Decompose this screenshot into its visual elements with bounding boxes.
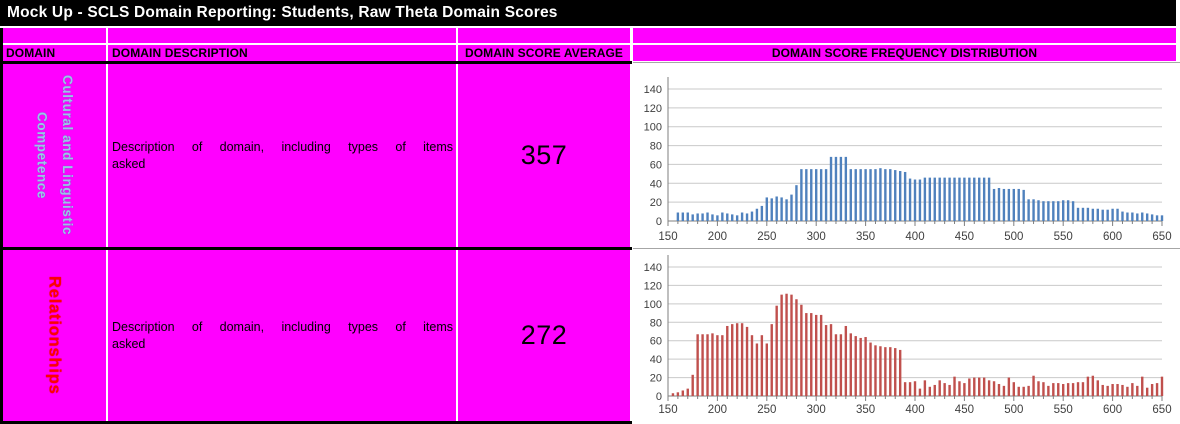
table-row-2-domain-cell: Relationships bbox=[3, 250, 106, 421]
column-header-average: DOMAIN SCORE AVERAGE bbox=[458, 45, 630, 61]
svg-text:450: 450 bbox=[955, 404, 974, 416]
header-bottom-border bbox=[0, 61, 632, 64]
svg-text:200: 200 bbox=[708, 231, 727, 243]
spacer-cell-average bbox=[458, 28, 630, 43]
domain-label-cultural-linguistic-competence: Cultural and Linguistic Competence bbox=[34, 75, 76, 236]
spacer-cell-distribution bbox=[633, 28, 1176, 43]
svg-text:80: 80 bbox=[650, 317, 662, 329]
svg-text:150: 150 bbox=[658, 404, 677, 416]
svg-text:100: 100 bbox=[644, 122, 662, 134]
svg-text:140: 140 bbox=[644, 84, 662, 96]
svg-text:150: 150 bbox=[658, 231, 677, 243]
frequency-histogram-row1: 0 20 40 60 80 100 120 140 150 200 250 300 350 400 450 5… bbox=[644, 77, 1172, 243]
svg-text:600: 600 bbox=[1103, 231, 1122, 243]
svg-text:250: 250 bbox=[757, 231, 776, 243]
domain-score-average-value: 272 bbox=[520, 320, 568, 350]
table-row-1-distribution-cell: 0 20 40 60 80 100 120 140 150 200 250 300 350 400 450 5… bbox=[633, 64, 1180, 247]
svg-text:400: 400 bbox=[905, 404, 924, 416]
table-row-2-description-cell: Description of domain, including types o… bbox=[108, 250, 456, 421]
svg-text:0: 0 bbox=[656, 216, 662, 228]
svg-text:200: 200 bbox=[708, 404, 727, 416]
table-row-2-distribution-cell: 0 20 40 60 80 100 120 140 150 200 250 300 350 400 450 5… bbox=[633, 250, 1180, 424]
svg-text:500: 500 bbox=[1004, 231, 1023, 243]
svg-text:600: 600 bbox=[1103, 404, 1122, 416]
svg-text:60: 60 bbox=[650, 336, 662, 348]
report-title: Mock Up - SCLS Domain Reporting: Student… bbox=[7, 4, 558, 21]
svg-text:80: 80 bbox=[650, 141, 662, 153]
svg-text:40: 40 bbox=[650, 178, 662, 190]
svg-text:550: 550 bbox=[1054, 404, 1073, 416]
svg-text:300: 300 bbox=[807, 404, 826, 416]
spacer-cell-domain bbox=[3, 28, 106, 43]
table-row-1-description-cell: Description of domain, including types o… bbox=[108, 64, 456, 247]
svg-text:350: 350 bbox=[856, 231, 875, 243]
svg-text:450: 450 bbox=[955, 231, 974, 243]
svg-text:20: 20 bbox=[650, 197, 662, 209]
spacer-cell-description bbox=[108, 28, 456, 43]
svg-text:100: 100 bbox=[644, 299, 662, 311]
svg-text:250: 250 bbox=[757, 404, 776, 416]
domain-label-relationships: Relationships bbox=[45, 276, 64, 395]
header-bottom-border-chart bbox=[633, 62, 1180, 63]
table-bottom-border bbox=[0, 421, 632, 424]
row-separator-border bbox=[0, 247, 632, 250]
column-header-domain: DOMAIN bbox=[3, 45, 106, 61]
svg-text:650: 650 bbox=[1152, 231, 1171, 243]
svg-text:300: 300 bbox=[807, 231, 826, 243]
svg-text:400: 400 bbox=[905, 231, 924, 243]
svg-text:500: 500 bbox=[1004, 404, 1023, 416]
svg-text:140: 140 bbox=[644, 262, 662, 274]
svg-text:20: 20 bbox=[650, 373, 662, 385]
svg-text:550: 550 bbox=[1054, 231, 1073, 243]
domain-description-text: Description of domain, including types o… bbox=[112, 139, 453, 171]
table-row-1-average-cell: 357 bbox=[458, 64, 630, 247]
domain-description-text: Description of domain, including types o… bbox=[112, 319, 453, 351]
svg-text:350: 350 bbox=[856, 404, 875, 416]
svg-text:40: 40 bbox=[650, 354, 662, 366]
table-row-2-average-cell: 272 bbox=[458, 250, 630, 421]
svg-text:120: 120 bbox=[644, 103, 662, 115]
svg-text:650: 650 bbox=[1152, 404, 1171, 416]
frequency-histogram-row2: 0 20 40 60 80 100 120 140 150 200 250 300 350 400 450 5… bbox=[644, 255, 1172, 416]
column-header-distribution: DOMAIN SCORE FREQUENCY DISTRIBUTION bbox=[633, 45, 1176, 61]
domain-score-average-value: 357 bbox=[520, 140, 568, 170]
table-left-border bbox=[0, 28, 3, 424]
report-title-bar: Mock Up - SCLS Domain Reporting: Student… bbox=[0, 0, 1176, 26]
table-row-1-domain-cell: Cultural and Linguistic Competence bbox=[3, 64, 106, 247]
svg-text:60: 60 bbox=[650, 159, 662, 171]
column-header-description: DOMAIN DESCRIPTION bbox=[108, 45, 456, 61]
svg-text:120: 120 bbox=[644, 280, 662, 292]
row-separator-border-chart bbox=[633, 248, 1180, 249]
svg-text:0: 0 bbox=[656, 391, 662, 403]
